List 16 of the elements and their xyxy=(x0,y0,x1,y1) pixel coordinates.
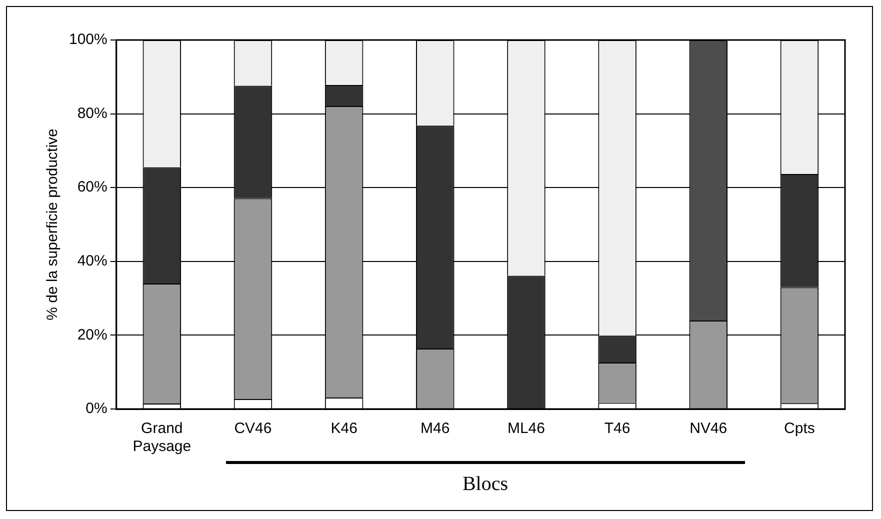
x-tick-label: Grand Paysage xyxy=(132,420,192,456)
y-axis-title: % de la superficie productive xyxy=(44,128,62,320)
y-tick-label: 60% xyxy=(77,178,108,196)
text: Blocs xyxy=(462,473,508,496)
y-tick-label: 100% xyxy=(68,31,108,48)
y-tick-label: 0% xyxy=(86,400,108,418)
x-tick-label: Cpts xyxy=(784,420,815,438)
y-tick-label: 80% xyxy=(77,104,108,122)
x-tick-label: CV46 xyxy=(234,420,272,438)
x-tick-label: NV46 xyxy=(690,420,728,438)
y-tick-label: 20% xyxy=(77,326,108,344)
x-tick-label: M46 xyxy=(420,420,450,438)
y-tick-label: 40% xyxy=(77,252,108,270)
x-tick-label: T46 xyxy=(604,420,630,438)
x-tick-label: K46 xyxy=(330,420,358,438)
x-tick-label: ML46 xyxy=(507,420,545,438)
